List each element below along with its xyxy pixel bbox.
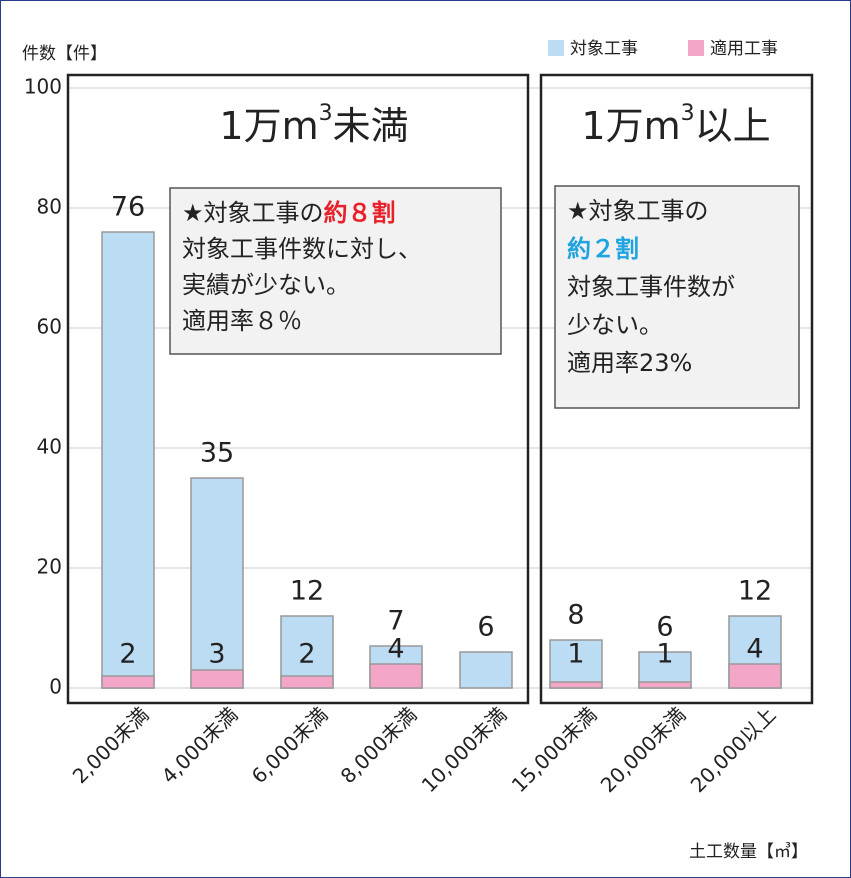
value-label: 4 (387, 634, 404, 665)
bar (190, 477, 244, 689)
annotation-text: 対象工事件数が (567, 273, 735, 301)
annotation-text: 実績が少ない。 (182, 271, 350, 299)
bar (101, 675, 155, 689)
annotation-text: 適用率８％ (182, 307, 302, 335)
legend-label: 対象工事 (570, 39, 638, 59)
annotation-text: ★対象工事の (182, 199, 324, 227)
annotation-text: 約２割 (567, 235, 639, 263)
legend-label: 適用工事 (710, 39, 778, 59)
bar (101, 231, 155, 689)
y-tick-label: 40 (37, 435, 62, 459)
annotation-line: 適用率23% (567, 349, 692, 377)
value-label: 2 (119, 639, 136, 670)
annotation-text: ★対象工事の (567, 197, 709, 225)
value-label: 35 (200, 438, 234, 469)
annotation-line: 対象工事件数に対し、 (182, 235, 422, 263)
group-label-part: 未満 (333, 104, 409, 148)
value-label: 1 (656, 639, 673, 670)
bar (549, 681, 603, 689)
group-label-part: 3 (319, 101, 333, 126)
annotation-box (169, 187, 502, 355)
value-label: 12 (738, 576, 772, 607)
y-tick-label: 0 (49, 675, 62, 699)
group-label-part: 1万m (581, 104, 680, 148)
annotation-text: 約８割 (324, 199, 396, 227)
annotation-text: 対象工事件数に対し、 (182, 235, 422, 263)
bar (638, 681, 692, 689)
annotation-text: 少ない。 (567, 311, 663, 339)
value-label: 12 (290, 576, 324, 607)
y-tick-label: 60 (37, 315, 62, 339)
bar (280, 675, 334, 689)
value-label: 2 (298, 639, 315, 670)
value-label: 1 (567, 639, 584, 670)
group-box (539, 73, 814, 705)
annotation-box (554, 185, 800, 409)
y-tick-label: 100 (24, 75, 62, 99)
value-label: 4 (746, 634, 763, 665)
bar (549, 639, 603, 689)
annotation-line: ★対象工事の約８割 (182, 199, 396, 227)
value-label: 3 (208, 639, 225, 670)
group-label: 1万m3以上 (581, 101, 770, 148)
annotation-text: 適用率23% (567, 349, 692, 377)
annotation-line: 適用率８％ (182, 307, 302, 335)
annotation-line: 少ない。 (567, 311, 663, 339)
bar (190, 669, 244, 689)
legend-swatch (548, 40, 564, 56)
group-label: 1万m3未満 (219, 101, 408, 148)
value-label: 7 (387, 606, 404, 637)
value-label: 6 (477, 612, 494, 643)
group-label-part: 以上 (695, 104, 771, 148)
value-label: 76 (111, 192, 145, 223)
bar (459, 651, 513, 689)
annotation-line: 実績が少ない。 (182, 271, 350, 299)
y-tick-label: 20 (37, 555, 62, 579)
group-box (66, 73, 530, 705)
group-label-part: 3 (681, 101, 695, 126)
annotation-line: ★対象工事の (567, 197, 709, 225)
value-label: 6 (656, 612, 673, 643)
x-axis-label: 土工数量【㎥】 (689, 842, 808, 862)
value-label: 8 (567, 600, 584, 631)
bar (369, 663, 423, 689)
y-tick-label: 80 (37, 195, 62, 219)
legend-swatch (688, 40, 704, 56)
y-axis-label: 件数【件】 (22, 44, 107, 64)
bar (728, 663, 782, 689)
annotation-line: 対象工事件数が (567, 273, 735, 301)
annotation-line: 約２割 (567, 235, 639, 263)
group-label-part: 1万m (219, 104, 318, 148)
